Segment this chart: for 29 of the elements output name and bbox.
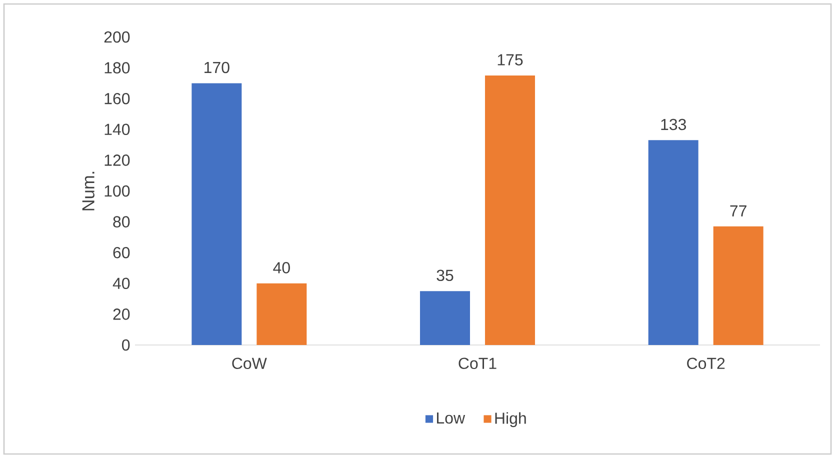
bar xyxy=(192,83,242,345)
bar xyxy=(256,283,307,345)
y-axis-title: Num. xyxy=(82,172,94,210)
y-tick-label: 20 xyxy=(113,308,130,320)
y-tick-label: 40 xyxy=(112,278,130,290)
data-label: 77 xyxy=(730,205,746,216)
bar xyxy=(485,76,536,345)
bar xyxy=(420,291,470,345)
data-label: 40 xyxy=(273,262,290,274)
data-label: 170 xyxy=(204,62,230,74)
y-tick-label: 140 xyxy=(104,124,130,136)
data-label: 35 xyxy=(436,270,454,282)
x-tick-label: CoT1 xyxy=(458,358,496,370)
legend-label: High xyxy=(495,412,526,428)
y-tick-label: 200 xyxy=(104,31,130,43)
y-tick-label: 80 xyxy=(113,216,130,228)
bar xyxy=(713,226,764,345)
y-tick-label: 180 xyxy=(104,62,130,74)
y-tick-label: 100 xyxy=(104,185,130,197)
y-tick-label: 0 xyxy=(122,339,130,351)
data-label: 175 xyxy=(498,54,523,66)
data-label: 133 xyxy=(661,118,686,130)
y-tick-label: 160 xyxy=(104,92,130,104)
x-tick-label: CoW xyxy=(232,358,267,370)
legend-label: Low xyxy=(437,412,466,424)
x-tick-label: CoT2 xyxy=(687,358,725,370)
y-tick-label: 120 xyxy=(104,154,130,166)
y-tick-label: 60 xyxy=(113,246,130,258)
bar xyxy=(648,140,698,345)
